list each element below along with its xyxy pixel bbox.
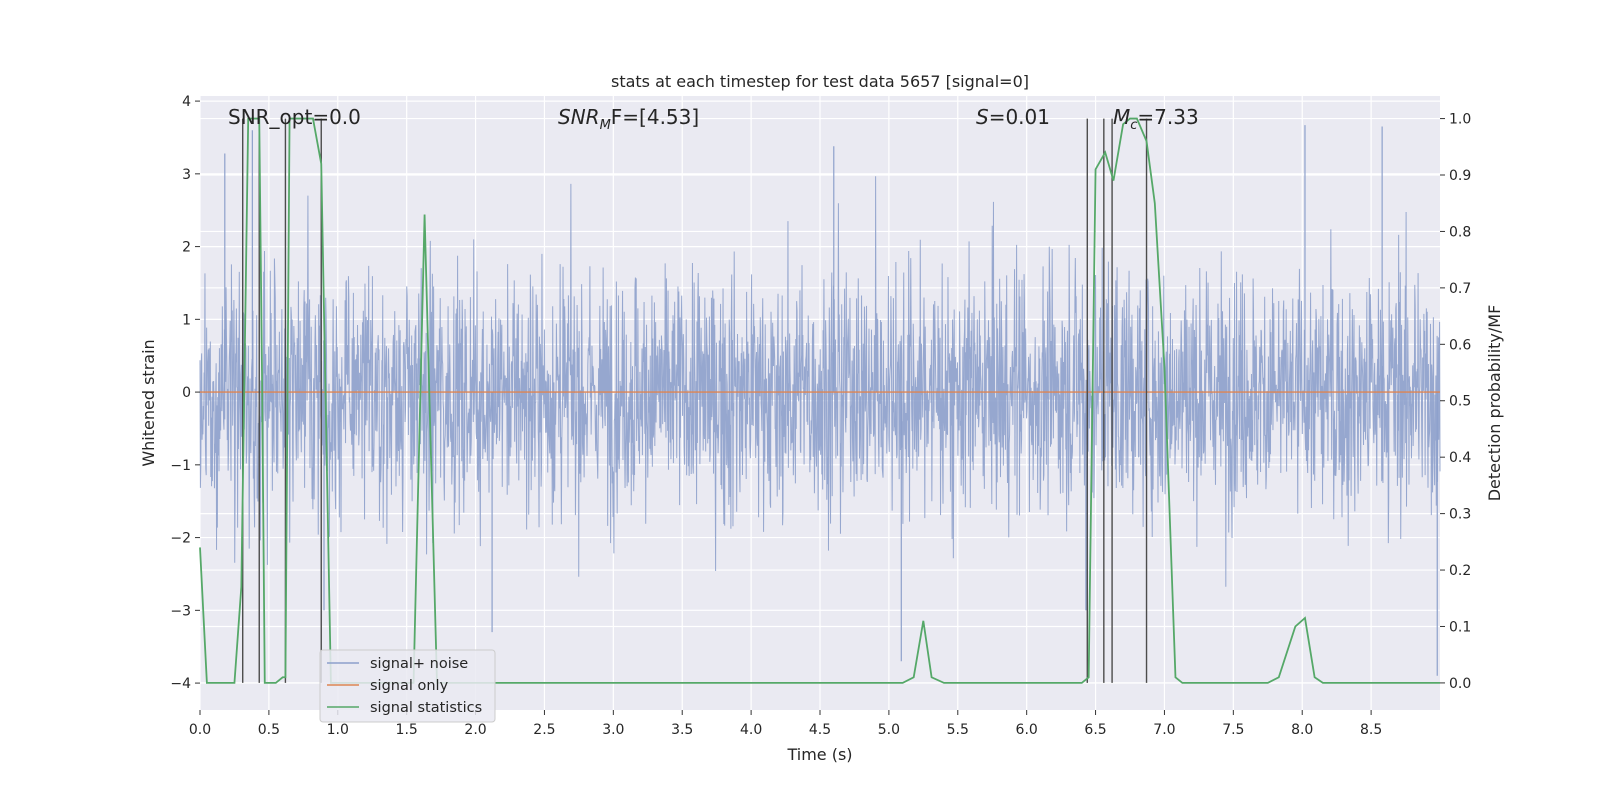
snr-mf-subscript: M [600,118,611,133]
x-tick-label: 6.5 [1084,722,1106,738]
y-right-tick-label: 0.3 [1449,507,1471,523]
y-left-tick-label: −3 [170,603,191,619]
mc-symbol: M [1113,105,1130,129]
y-right-tick-label: 0.0 [1449,676,1471,692]
x-axis-label: Time (s) [786,745,852,764]
x-tick-label: 5.5 [947,722,969,738]
mc-subscript: c [1130,118,1137,133]
signal-statistics-series [199,117,1440,684]
y-left-tick-label: 4 [182,94,191,110]
s-symbol: S [976,105,989,129]
x-tick-label: 8.0 [1291,722,1313,738]
x-tick-label: 5.0 [878,722,900,738]
snr-mf-value: F=[4.53] [611,105,699,129]
y-left-tick-label: 2 [182,240,191,256]
x-tick-label: 3.0 [602,722,624,738]
y-right-tick-label: 0.1 [1449,619,1471,635]
y-right-tick-label: 0.4 [1449,450,1471,466]
legend-label-statistics: signal statistics [370,700,482,716]
annotation-snr-opt: SNR_opt=0.0 [228,105,361,129]
y-left-tick-label: −4 [170,676,191,692]
mc-value: =7.33 [1137,105,1198,129]
y-right-tick-label: 0.8 [1449,224,1471,240]
axis-ticks: 0.0 0.5 1.0 1.5 2.0 2.5 3.0 3.5 4.0 4.5 5.0 5.5 6.0 6… [170,94,1471,738]
signal-statistics-line [199,117,1440,684]
y-right-tick-label: 0.9 [1449,168,1471,184]
x-tick-label: 2.5 [533,722,555,738]
y-left-tick-label: 0 [182,385,191,401]
y-axis-label-right: Detection probability/MF [1485,305,1504,502]
x-tick-label: 0.0 [189,722,211,738]
s-value: =0.01 [989,105,1050,129]
y-left-tick-label: 1 [182,312,191,328]
y-left-tick-label: −2 [170,531,191,547]
x-tick-label: 1.5 [396,722,418,738]
y-right-tick-label: 1.0 [1449,112,1471,128]
snr-mf-symbol: SNR [558,105,600,129]
chart-title: stats at each timestep for test data 565… [611,72,1029,91]
y-right-tick-label: 0.6 [1449,337,1471,353]
x-tick-label: 7.0 [1153,722,1175,738]
signal-plus-noise-series [199,125,1441,676]
x-tick-label: 7.5 [1222,722,1244,738]
legend-label-noise: signal+ noise [370,656,468,672]
x-tick-label: 4.5 [809,722,831,738]
annotation-s: S=0.01 [976,105,1050,129]
annotation-snr-mf: SNRMF=[4.53] [558,105,699,133]
y-axis-label-left: Whitened strain [139,339,158,466]
y-right-tick-label: 0.2 [1449,563,1471,579]
legend-box [319,649,496,723]
x-tick-label: 2.0 [464,722,486,738]
annotation-mc: Mc=7.33 [1113,105,1199,133]
y-left-tick-label: −1 [170,458,191,474]
x-tick-label: 0.5 [258,722,280,738]
legend-label-signal-only: signal only [370,678,449,694]
signal-plus-noise-line [199,176,1441,587]
x-tick-label: 3.5 [671,722,693,738]
x-tick-label: 4.0 [740,722,762,738]
x-tick-label: 1.0 [327,722,349,738]
y-right-tick-label: 0.5 [1449,394,1471,410]
y-right-tick-label: 0.7 [1449,281,1471,297]
legend: signal+ noise signal only signal statist… [319,649,496,723]
x-tick-label: 8.5 [1360,722,1382,738]
y-left-tick-label: 3 [182,167,191,183]
x-tick-label: 6.0 [1016,722,1038,738]
